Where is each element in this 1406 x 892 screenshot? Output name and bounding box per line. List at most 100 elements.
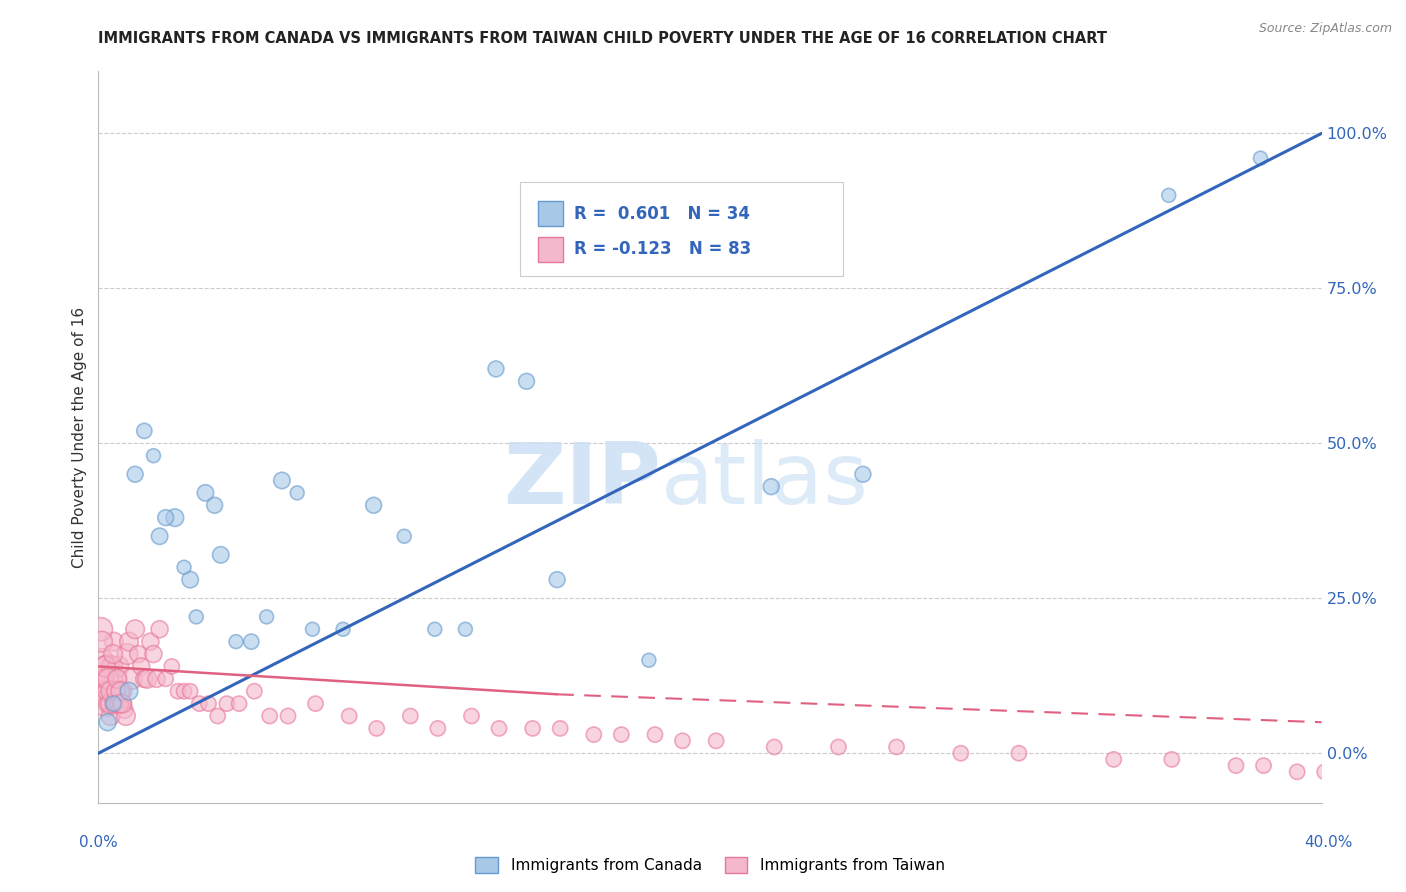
Point [97,672,120,686]
Point [142,449,165,463]
Point [118,684,141,698]
Point [243,684,266,698]
Point [1313,764,1336,779]
Point [118,634,141,648]
Point [89,672,111,686]
Point [363,498,385,512]
Point [160,659,183,673]
Point [207,709,229,723]
Point [155,510,177,524]
Point [259,709,281,723]
Point [124,622,146,636]
Point [108,697,131,711]
Point [139,634,162,648]
Point [399,709,422,723]
Point [332,622,354,636]
Point [93,672,115,686]
Text: 40.0%: 40.0% [1305,836,1353,850]
Point [90,622,112,636]
Text: R =  0.601   N = 34: R = 0.601 N = 34 [575,204,751,222]
Point [204,498,226,512]
Point [110,684,132,698]
Point [285,486,308,500]
Point [98,697,121,711]
Y-axis label: Child Poverty Under the Age of 16: Child Poverty Under the Age of 16 [72,307,87,567]
Point [179,573,201,587]
Point [117,647,139,661]
Point [392,529,416,543]
Point [91,684,114,698]
Point [121,672,143,686]
Point [124,467,146,482]
Point [1157,188,1180,202]
Point [163,510,186,524]
Point [488,722,510,736]
Point [366,722,388,736]
Point [1160,752,1182,766]
Point [103,634,125,648]
Point [112,703,135,717]
Point [155,672,177,686]
Point [763,739,786,754]
Text: atlas: atlas [661,440,869,523]
Point [100,684,122,698]
Point [546,573,568,587]
Point [93,672,115,686]
Point [173,560,195,574]
Point [301,622,323,636]
Point [90,653,112,667]
Point [101,647,124,661]
Point [1102,752,1125,766]
Point [516,374,538,388]
Point [270,474,294,488]
Point [188,697,211,711]
Legend: Immigrants from Canada, Immigrants from Taiwan: Immigrants from Canada, Immigrants from … [470,851,950,880]
Point [110,684,132,698]
Point [485,362,508,376]
Point [1250,151,1272,165]
Point [107,659,129,673]
Point [671,734,693,748]
Point [103,697,125,711]
Point [104,684,127,698]
Point [101,659,124,673]
Point [423,622,446,636]
Point [460,709,482,723]
Text: 0.0%: 0.0% [79,836,118,850]
Point [94,659,117,673]
Point [111,697,134,711]
Point [582,728,605,742]
Point [761,480,783,494]
Point [644,728,666,742]
Point [186,610,208,624]
Point [97,659,120,673]
Point [209,548,232,562]
Point [522,722,544,736]
Point [215,697,238,711]
Point [134,424,156,438]
Text: Source: ZipAtlas.com: Source: ZipAtlas.com [1258,22,1392,36]
Point [197,697,219,711]
Point [98,697,121,711]
Point [173,684,195,698]
Point [115,709,138,723]
Point [1286,764,1309,779]
Point [240,634,263,648]
Point [142,647,165,661]
Point [136,672,159,686]
Point [149,529,172,543]
Point [337,709,360,723]
Point [179,684,201,698]
Point [426,722,449,736]
Point [827,739,849,754]
Point [228,697,250,711]
Point [304,697,326,711]
Point [129,659,152,673]
Point [454,622,477,636]
Point [256,610,278,624]
Point [97,715,120,730]
Point [1008,746,1031,760]
Point [949,746,972,760]
Point [852,467,875,482]
Text: R = -0.123   N = 83: R = -0.123 N = 83 [575,240,752,258]
